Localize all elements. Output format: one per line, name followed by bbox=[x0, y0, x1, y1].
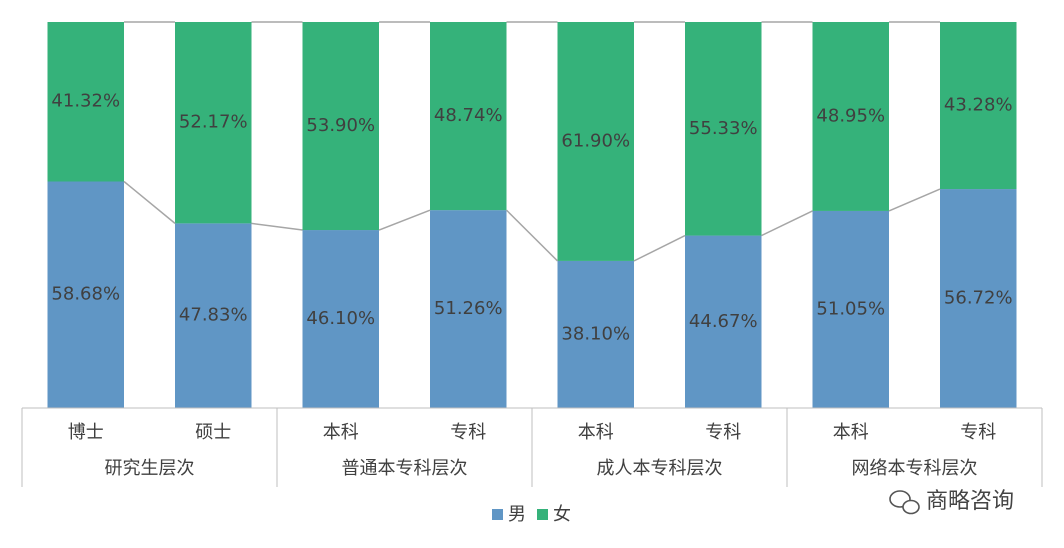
x-tick-label: 博士 bbox=[68, 422, 104, 443]
bar-segment bbox=[940, 189, 1017, 408]
bar-segment bbox=[302, 230, 379, 408]
legend-label: 男 bbox=[508, 504, 526, 525]
x-tick-label: 本科 bbox=[323, 422, 359, 443]
data-label: 52.17% bbox=[179, 112, 248, 133]
bar-segment bbox=[430, 22, 507, 211]
series-line bbox=[633, 234, 686, 262]
bar-segment bbox=[557, 260, 634, 408]
data-label: 56.72% bbox=[944, 288, 1013, 309]
group-label: 研究生层次 bbox=[105, 458, 195, 479]
bar-segment bbox=[940, 22, 1017, 190]
x-tick-label: 专科 bbox=[705, 422, 741, 443]
series-line bbox=[888, 188, 941, 212]
data-label: 41.32% bbox=[51, 91, 120, 112]
watermark: 商略咨询 bbox=[889, 489, 1014, 515]
x-tick-label: 本科 bbox=[578, 422, 614, 443]
data-label: 46.10% bbox=[306, 308, 375, 329]
data-label: 48.95% bbox=[816, 105, 885, 126]
data-label: 43.28% bbox=[944, 95, 1013, 116]
legend-swatch bbox=[492, 509, 503, 520]
bar-segment bbox=[47, 22, 124, 182]
bar-segment bbox=[812, 210, 889, 408]
data-label: 48.74% bbox=[434, 105, 503, 126]
x-tick-label: 专科 bbox=[450, 422, 486, 443]
bar-segment bbox=[685, 235, 762, 408]
bar-segment bbox=[47, 181, 124, 408]
legend-label: 女 bbox=[553, 504, 571, 525]
x-tick-label: 专科 bbox=[960, 422, 996, 443]
bar-segment bbox=[812, 22, 889, 211]
data-label: 44.67% bbox=[689, 311, 758, 332]
series-line bbox=[251, 222, 303, 231]
legend-swatch bbox=[537, 509, 548, 520]
data-label: 51.26% bbox=[434, 298, 503, 319]
watermark-icon bbox=[902, 499, 920, 515]
data-label: 58.68% bbox=[51, 284, 120, 305]
bar-segment bbox=[175, 223, 252, 408]
bar-segment bbox=[430, 210, 507, 408]
data-label: 47.83% bbox=[179, 305, 248, 326]
x-tick-label: 硕士 bbox=[195, 422, 231, 443]
watermark-text: 商略咨询 bbox=[926, 489, 1014, 514]
watermark-icon bbox=[889, 490, 911, 508]
data-label: 51.05% bbox=[816, 298, 885, 319]
data-label: 61.90% bbox=[561, 130, 630, 151]
x-tick-label: 本科 bbox=[833, 422, 869, 443]
group-label: 成人本专科层次 bbox=[597, 458, 723, 479]
series-line bbox=[123, 180, 176, 224]
group-label: 网络本专科层次 bbox=[852, 458, 978, 479]
data-label: 38.10% bbox=[561, 323, 630, 344]
data-label: 55.33% bbox=[689, 118, 758, 139]
group-label: 普通本专科层次 bbox=[342, 458, 468, 479]
data-label: 53.90% bbox=[306, 115, 375, 136]
bar-segment bbox=[175, 22, 252, 224]
bar-segment bbox=[302, 22, 379, 231]
series-line bbox=[505, 209, 559, 262]
series-line bbox=[378, 209, 431, 231]
series-line bbox=[761, 210, 813, 237]
bar-segment bbox=[685, 22, 762, 236]
bar-segment bbox=[557, 22, 634, 261]
